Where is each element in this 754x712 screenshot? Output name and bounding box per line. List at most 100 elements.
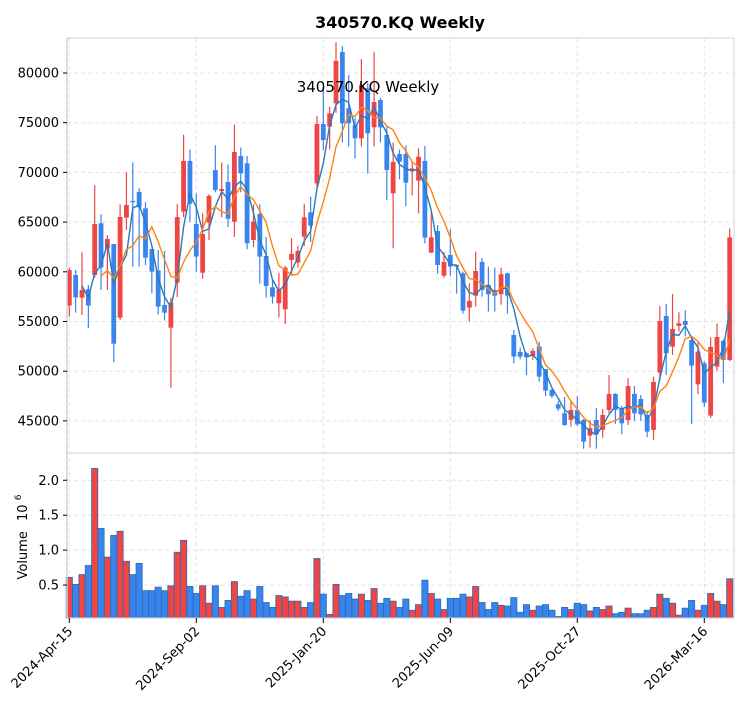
volume-bar [535,605,543,619]
volume-bar [313,558,321,619]
candle-body [92,223,98,275]
volume-bar [122,560,130,619]
xtick-label: 2025-Jan-20 [263,624,330,691]
volume-bar [357,593,365,619]
volume-bar [586,610,594,619]
volume-bar [345,593,353,619]
volume-bar [224,600,232,619]
candle-body [663,316,669,354]
candle-body [251,221,256,240]
candle-body [422,160,428,238]
volume-bar [719,604,727,619]
volume-bar [237,595,245,619]
volume-bar [243,590,251,619]
volume-bar [135,563,143,619]
volume-bar [561,607,569,619]
volume-bar [713,600,721,619]
candle-body [390,161,396,194]
candle-body [435,231,440,265]
candle-body [581,419,587,442]
candle-body [206,195,212,223]
price-ytick-label: 50000 [18,365,59,380]
candle-body [320,123,326,140]
candle-body [574,409,580,425]
volume-bar [446,597,454,619]
xtick-label: 2025-Jun-09 [390,624,457,691]
candle-body [289,253,294,260]
candle-body [555,404,561,409]
volume-bar [268,607,276,619]
volume-bar [681,607,689,619]
candle-body [244,163,250,244]
volume-bar [199,585,207,619]
candle-body [149,249,155,272]
candle-body [66,270,72,306]
candle-body [219,188,225,191]
grid [67,38,734,618]
volume-bar [249,598,257,619]
volume-bar [256,586,264,619]
inner-title: 340570.KQ Weekly [297,78,440,96]
candle-body [111,243,117,344]
candle-body [562,413,567,425]
volume-bar [688,600,696,619]
candles [66,42,733,449]
candle-body [174,217,180,283]
volume-bar [376,602,384,619]
volume-bar [510,597,518,619]
xtick-label: 2025-Oct-27 [516,624,584,692]
volume-bar [161,590,169,619]
svg-text:Volume 10 6: Volume 10 6 [14,494,31,579]
volume-bar [542,604,550,619]
candle-body [409,168,415,171]
candle-body [714,336,720,367]
candle-body [187,160,193,204]
volume-ytick-label: 0.5 [38,579,59,594]
volume-bar [129,574,137,619]
candle-body [606,393,612,410]
volume-bar [434,598,442,619]
volume-bar [453,597,461,619]
volume-bar [389,600,397,619]
candle-body [682,320,688,325]
candle-body [212,170,218,190]
candle-body [130,200,136,203]
volume-bar [326,614,334,619]
candle-body [689,339,694,366]
ma-line-ma3 [81,98,731,436]
volume-label: Volume [16,531,31,579]
candle-body [644,414,650,432]
volume-exponent-base: 10 [16,504,31,521]
ma-line-ma6 [100,106,731,429]
candle-body [181,160,186,212]
volume-bar [110,535,118,619]
candle-body [136,191,142,208]
volume-bar [230,581,238,619]
volume-bar [567,609,575,619]
candle-body [676,323,682,326]
candle-body [73,274,79,298]
volume-ytick-label: 1.0 [38,544,59,559]
candle-body [619,408,625,424]
volume-bar [97,528,105,619]
volume-bar [84,565,92,619]
volume-bar [332,583,340,619]
volume-bar [91,467,99,619]
candle-body [371,102,377,128]
candle-body [378,100,383,128]
volume-bar [573,602,581,619]
volume-bar [402,598,410,619]
volume-bar [599,609,607,619]
volume-bar [516,611,524,619]
volume-bar [707,593,715,619]
volume-bar [218,607,226,619]
candle-body [238,155,244,174]
volume-bar [205,602,213,619]
volume-bar [662,597,670,619]
volume-bar [395,607,403,619]
price-ytick-label: 55000 [18,315,59,330]
candle-body [327,113,333,127]
volume-bar [427,593,435,619]
candle-body [314,123,320,184]
